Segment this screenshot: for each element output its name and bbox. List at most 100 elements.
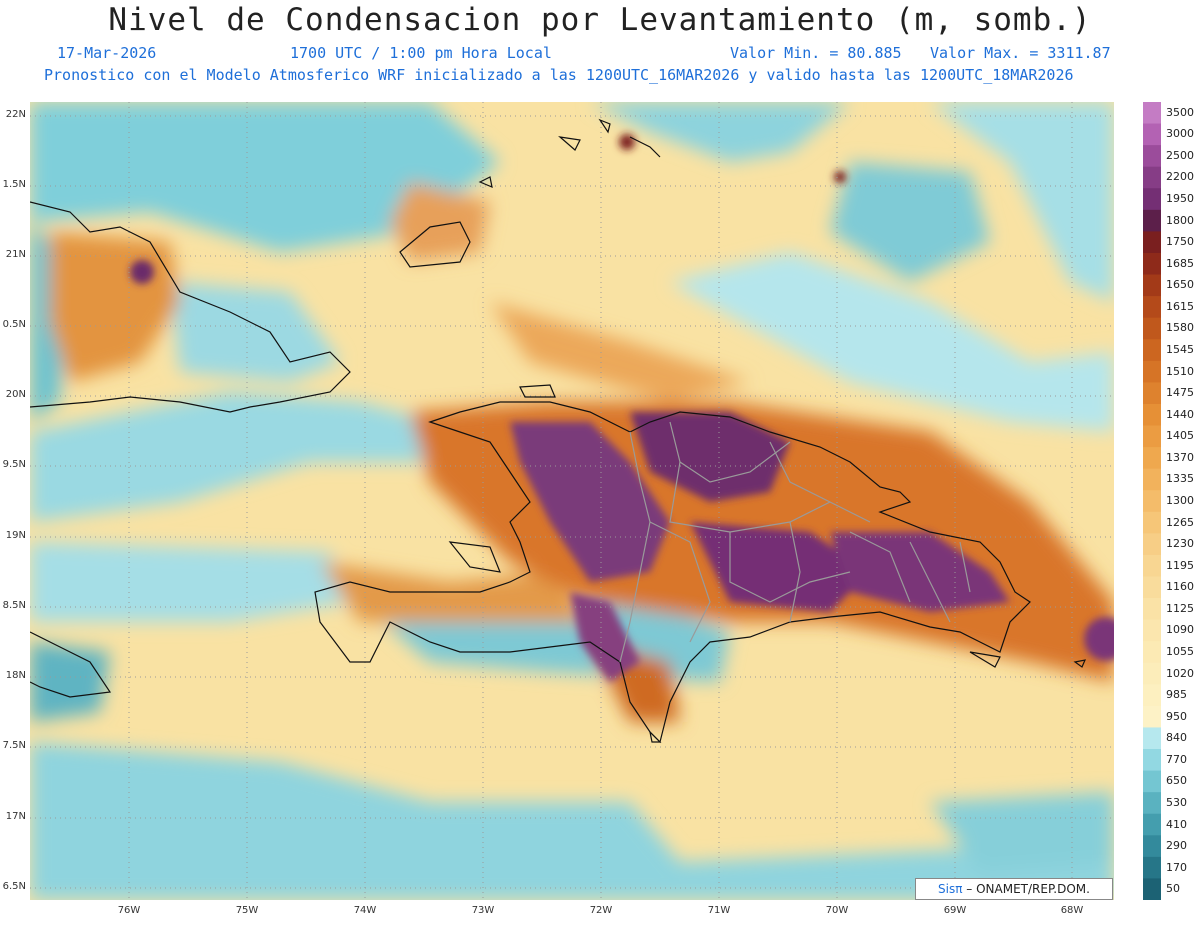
- legend-level-label: 1265: [1166, 515, 1194, 529]
- legend-level-label: 50: [1166, 882, 1180, 896]
- legend-level-label: 2500: [1166, 148, 1194, 162]
- legend-swatch: [1143, 252, 1161, 276]
- legend-swatch: [1143, 209, 1161, 232]
- legend-level-label: 1475: [1166, 386, 1194, 400]
- max-value: Valor Max. = 3311.87: [930, 44, 1111, 62]
- legend-level-label: 1405: [1166, 429, 1194, 443]
- coastlines: [30, 118, 1087, 744]
- legend-swatch: [1143, 468, 1161, 491]
- legend-level-label: 290: [1166, 839, 1187, 853]
- lat-label: 18N: [5, 670, 26, 681]
- lon-label: 76W: [117, 905, 141, 916]
- legend-swatch: [1143, 403, 1161, 427]
- legend-level-label: 1440: [1166, 407, 1194, 421]
- legend-swatch: [1143, 554, 1161, 577]
- province-borders: [619, 421, 971, 663]
- lat-label: 8.5N: [2, 600, 26, 611]
- legend-swatch: [1143, 102, 1161, 125]
- legend-level-label: 170: [1166, 860, 1187, 874]
- legend-swatch: [1143, 382, 1161, 405]
- map-title: Nivel de Condensacion por Levantamiento …: [108, 2, 1092, 38]
- legend-level-label: 1195: [1166, 558, 1194, 572]
- legend-swatch: [1143, 792, 1161, 815]
- credit-text: – ONAMET/REP.DOM.: [962, 882, 1090, 896]
- legend-level-label: 3000: [1166, 127, 1194, 141]
- legend-swatch: [1143, 145, 1161, 168]
- legend-swatch: [1143, 231, 1161, 254]
- legend-level-label: 1950: [1166, 192, 1194, 206]
- legend-level-label: 1020: [1166, 666, 1194, 680]
- legend-level-label: 1510: [1166, 364, 1194, 378]
- legend-colorbar: [1143, 102, 1161, 900]
- legend-swatch: [1143, 360, 1161, 383]
- legend-level-label: 1335: [1166, 472, 1194, 486]
- legend-level-label: 1580: [1166, 321, 1194, 335]
- legend-swatch: [1143, 511, 1161, 534]
- legend-level-label: 1545: [1166, 343, 1194, 357]
- legend-swatch: [1143, 878, 1161, 900]
- lon-label: 75W: [235, 905, 259, 916]
- lon-label: 71W: [707, 905, 731, 916]
- credit-box: Sisπ – ONAMET/REP.DOM.: [915, 878, 1113, 900]
- forecast-time: 1700 UTC / 1:00 pm Hora Local: [290, 44, 552, 62]
- legend-level-label: 650: [1166, 774, 1187, 788]
- legend-level-label: 1750: [1166, 235, 1194, 249]
- legend-level-label: 770: [1166, 752, 1187, 766]
- lat-label: 0.5N: [2, 319, 26, 330]
- legend-level-label: 530: [1166, 795, 1187, 809]
- lat-label: 6.5N: [2, 881, 26, 892]
- legend-swatch: [1143, 662, 1161, 685]
- lat-label: 9.5N: [2, 459, 26, 470]
- forecast-date: 17-Mar-2026: [57, 44, 157, 62]
- legend-swatch: [1143, 425, 1161, 448]
- legend-swatch: [1143, 123, 1161, 146]
- lat-label: 7.5N: [2, 740, 26, 751]
- legend-swatch: [1143, 705, 1161, 728]
- legend-swatch: [1143, 490, 1161, 513]
- legend-swatch: [1143, 856, 1161, 879]
- lat-label: 17N: [5, 811, 26, 822]
- legend-swatch: [1143, 576, 1161, 599]
- lon-label: 73W: [471, 905, 495, 916]
- lat-label: 1.5N: [2, 179, 26, 190]
- legend-level-label: 950: [1166, 709, 1187, 723]
- legend-level-label: 1615: [1166, 299, 1194, 313]
- legend-swatch: [1143, 749, 1161, 772]
- legend-level-label: 410: [1166, 817, 1187, 831]
- legend-level-label: 840: [1166, 731, 1187, 745]
- legend-swatch: [1143, 684, 1161, 707]
- legend-swatch: [1143, 166, 1161, 189]
- legend-level-label: 1300: [1166, 494, 1194, 507]
- lat-label: 22N: [5, 109, 26, 120]
- legend-swatch: [1143, 447, 1161, 470]
- legend-level-label: 1370: [1166, 450, 1194, 464]
- legend-swatch: [1143, 296, 1161, 319]
- legend-swatch: [1143, 813, 1161, 836]
- legend-level-label: 985: [1166, 688, 1187, 702]
- legend-level-label: 2200: [1166, 170, 1194, 184]
- lat-label: 21N: [5, 249, 26, 260]
- sispi-logo: Sisπ: [938, 882, 963, 896]
- legend-level-label: 1685: [1166, 256, 1194, 270]
- lon-label: 72W: [589, 905, 613, 916]
- graticule: [30, 102, 1114, 900]
- lon-label: 70W: [825, 905, 849, 916]
- legend-level-label: 1800: [1166, 213, 1194, 227]
- lcl-map: [30, 102, 1114, 900]
- lat-label: 19N: [5, 530, 26, 541]
- legend-swatch: [1143, 317, 1161, 340]
- legend-level-label: 1055: [1166, 644, 1194, 658]
- lon-label: 69W: [943, 905, 967, 916]
- legend-level-label: 1650: [1166, 278, 1194, 292]
- legend-swatch: [1143, 188, 1161, 211]
- legend-swatch: [1143, 274, 1161, 297]
- legend-level-label: 1090: [1166, 623, 1194, 637]
- lon-label: 68W: [1060, 905, 1084, 916]
- legend-swatch: [1143, 641, 1161, 664]
- legend-swatch: [1143, 619, 1161, 642]
- legend-level-label: 1160: [1166, 580, 1194, 594]
- legend-swatch: [1143, 339, 1161, 362]
- legend-swatch: [1143, 727, 1161, 750]
- lat-label: 20N: [5, 389, 26, 400]
- model-info: Pronostico con el Modelo Atmosferico WRF…: [44, 66, 1074, 84]
